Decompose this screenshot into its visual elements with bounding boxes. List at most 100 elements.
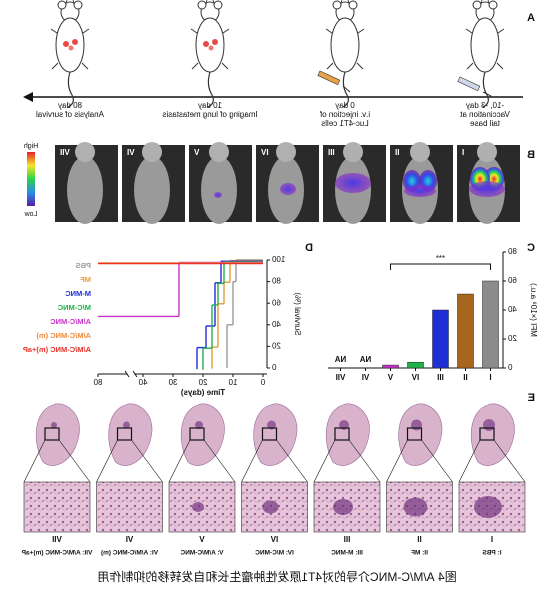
mirrored-figure: A B High Low E 图4 A/M/C-MNC介导的对4T1原发性肿瘤生… [21, 0, 538, 584]
zoom-image [23, 481, 91, 533]
legend-entry: MF [80, 275, 91, 284]
y-tick-label: 60 [271, 298, 280, 307]
legend-entry: V: A/M/C-MNC [180, 550, 223, 557]
tumor-focus [403, 497, 428, 517]
group-label: IV [260, 148, 268, 157]
x-tick-label: V [387, 373, 393, 382]
y-axis-label: MFI (×10⁸ a.u.) [529, 283, 538, 337]
zoom-lines [313, 439, 381, 483]
y-tick-label: 0 [507, 363, 512, 372]
x-tick-label: 80 [93, 378, 102, 387]
tumor-focus [192, 502, 204, 512]
mouse-head [343, 142, 363, 162]
y-tick-label: 20 [507, 334, 516, 343]
x-tick-label: 20 [198, 378, 207, 387]
legend-entry: VI: A/M/C-MNC (m) [101, 550, 158, 557]
x-tick-label: VII [336, 373, 346, 382]
metastasis [51, 422, 57, 428]
step-day: 10 day [198, 101, 222, 110]
legend-entry: M/C-MNC [57, 303, 91, 312]
x-tick-label: II [463, 373, 467, 382]
tumor-focus [333, 499, 353, 515]
group-label: IV [270, 535, 278, 544]
group-label: I [491, 535, 493, 544]
significance: *** [436, 254, 445, 263]
step-day: 0 day [335, 101, 355, 110]
y-tick-label: 20 [271, 342, 280, 351]
zoom-box [189, 427, 205, 441]
mouse-head [142, 142, 162, 162]
group-label: VI [127, 148, 135, 157]
significance-bracket [390, 263, 491, 270]
legend-entry: A/M/C-MNC (m)+aP [23, 345, 91, 354]
zoom-box [406, 427, 423, 441]
x-axis-label: Time (days) [181, 388, 226, 397]
legend-entry: VII: A/M/C-MNC (m)+aP [21, 550, 92, 557]
x-tick-label: 30 [168, 378, 177, 387]
zoom-lines [241, 439, 308, 483]
lung-marker [203, 39, 218, 51]
metastasis [411, 419, 422, 431]
metastasis [267, 420, 276, 430]
group-label: VII [60, 148, 70, 157]
x-tick-label: I [489, 373, 491, 382]
mouse-head [209, 142, 229, 162]
lung-section [325, 403, 370, 466]
lung-section [180, 403, 225, 466]
metastasis [123, 421, 130, 429]
metastasis [483, 419, 495, 431]
x-tick-label: IV [411, 373, 419, 382]
panel-label: D [305, 242, 313, 254]
panel-label: E [528, 392, 535, 404]
y-tick-label: 100 [271, 255, 285, 264]
legend-entry: PBS [76, 261, 91, 270]
legend-entry: II: MF [411, 550, 428, 557]
legend-entry: III: M-MNC [331, 550, 363, 557]
legend-entry: A/M/C-MNC (m) [36, 331, 91, 340]
signal [214, 192, 222, 198]
x-tick-label: 0 [260, 378, 265, 387]
caption: 图4 A/M/C-MNC介导的对4T1原发性肿瘤生长和自发转移的抑制作用 [97, 569, 456, 584]
lung-marker [63, 39, 78, 51]
axis-break [124, 370, 138, 378]
signal [404, 185, 436, 197]
bar [382, 364, 399, 369]
legend-entry: M-MNC [65, 289, 91, 298]
zoom-lines [23, 439, 91, 483]
step-text: Vaccination at [459, 110, 509, 119]
lung-section [398, 403, 443, 466]
zoom-box [261, 427, 278, 441]
mouse-icon [50, 0, 90, 108]
zoom-image [96, 481, 163, 533]
zoom-lines [96, 439, 163, 483]
step-day: 80 day [58, 101, 82, 110]
bar [432, 309, 449, 369]
signal [280, 183, 296, 195]
y-tick-label: 40 [507, 305, 516, 314]
legend-entry: A/M/C-MNC [50, 317, 91, 326]
legend-entry: I: PBS [482, 550, 502, 557]
group-label: II [417, 535, 421, 544]
signal [469, 181, 505, 197]
y-axis-label: Survival (%) [293, 292, 302, 335]
step-text: i.v. injection of [319, 110, 370, 119]
mouse-icon [325, 0, 365, 108]
panel-label: C [527, 242, 535, 254]
zoom-box [334, 427, 350, 441]
value-label: NA [335, 355, 347, 364]
panel-label: A [527, 12, 535, 24]
zoom-box [116, 427, 133, 441]
x-tick-label: III [437, 373, 444, 382]
step-text: Analysis of survival [36, 110, 104, 119]
lung-section [35, 403, 80, 466]
zoom-lines [458, 439, 526, 483]
y-tick-label: 80 [271, 277, 280, 286]
x-tick-label: 40 [138, 378, 147, 387]
lung-section [253, 403, 298, 466]
bar [482, 280, 499, 369]
group-label: V [199, 535, 205, 544]
y-tick-label: 0 [271, 363, 276, 372]
mouse-head [75, 142, 95, 162]
zoom-lines [386, 439, 453, 483]
